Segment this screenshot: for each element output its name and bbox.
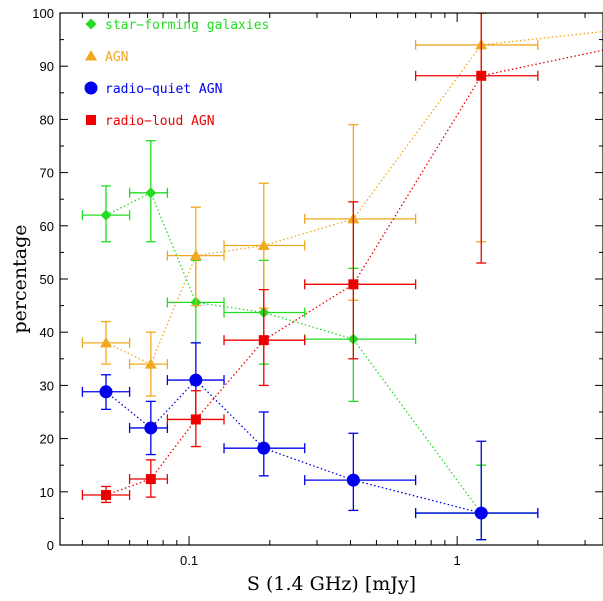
legend-label: AGN	[105, 50, 128, 65]
legend-label: star−forming galaxies	[105, 18, 269, 33]
data-point	[144, 358, 157, 369]
series-line	[105, 379, 482, 514]
data-point	[190, 414, 201, 425]
legend-marker	[85, 50, 97, 61]
y-tick-label: 10	[40, 485, 54, 500]
data-point	[100, 209, 112, 221]
data-point	[189, 373, 203, 387]
y-tick-label: 20	[40, 432, 54, 447]
y-tick-label: 70	[40, 166, 54, 181]
error-bar	[414, 13, 539, 264]
series-line	[105, 191, 482, 514]
y-axis-title: percentage	[9, 225, 31, 334]
legend-marker	[86, 115, 96, 125]
legend-marker	[85, 18, 97, 30]
error-bar	[304, 432, 417, 512]
data-point	[346, 473, 360, 487]
data-point	[145, 187, 157, 199]
data-point	[476, 70, 487, 81]
y-tick-label: 0	[47, 538, 54, 553]
data-point	[99, 385, 113, 399]
series-radio-quiet-agn	[81, 342, 539, 541]
y-tick-label: 50	[40, 272, 54, 287]
data-point	[144, 421, 158, 435]
y-tick-label: 30	[40, 378, 54, 393]
axes: 0 10 20 30 40 50 60 70 80 90 100 0.1 1 S (1.4 GHz) [m…	[9, 6, 603, 595]
x-axis-title: S (1.4 GHz) [mJy]	[247, 573, 416, 595]
error-bar	[414, 464, 539, 541]
data-point	[474, 506, 488, 520]
data-point	[189, 249, 202, 261]
error-bar	[414, 440, 539, 541]
x-tick-label: 1	[454, 553, 461, 568]
y-tick-label: 60	[40, 219, 54, 234]
legend: star−forming galaxies AGN radio−quiet AGN r…	[84, 18, 269, 129]
legend-label: radio−loud AGN	[105, 114, 215, 129]
data-point	[258, 335, 269, 346]
y-tick-label: 90	[40, 59, 54, 74]
data-point	[100, 336, 113, 348]
data-point	[257, 441, 271, 455]
data-point	[101, 489, 112, 500]
x-tick-label: 0.1	[180, 553, 198, 568]
data-point	[145, 474, 156, 485]
series-radio-loud-agn	[81, 13, 603, 504]
data-point	[257, 239, 270, 250]
error-bar	[304, 201, 417, 360]
legend-label: radio−quiet AGN	[105, 82, 222, 97]
plot-area	[81, 13, 603, 541]
legend-marker	[84, 81, 98, 95]
y-tick-label: 80	[40, 112, 54, 127]
y-tick-label: 100	[32, 6, 54, 21]
y-tick-label: 40	[40, 325, 54, 340]
error-bar	[304, 267, 417, 403]
data-point	[348, 279, 359, 290]
